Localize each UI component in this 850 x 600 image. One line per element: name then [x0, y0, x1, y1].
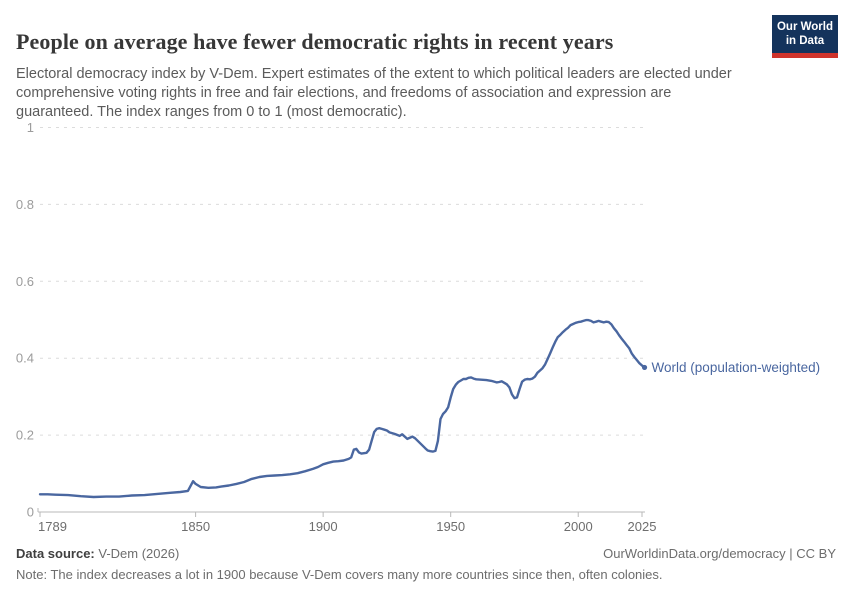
x-axis-tick-label: 1950 — [436, 519, 465, 534]
x-axis-tick-label: 1789 — [38, 519, 67, 534]
y-axis-tick-label: 0 — [27, 505, 34, 520]
x-axis-tick-label: 1900 — [309, 519, 338, 534]
series-end-dot — [641, 364, 648, 371]
owid-logo-line1: Our World — [776, 21, 833, 33]
note-value: The index decreases a lot in 1900 becaus… — [47, 567, 663, 582]
owid-logo-line2: in Data — [785, 34, 825, 47]
chart-footer: Data source: V-Dem (2026) OurWorldinData… — [16, 546, 836, 561]
owid-logo[interactable]: Our World in Data — [772, 15, 838, 59]
x-axis-tick-label: 1850 — [181, 519, 210, 534]
y-axis-tick-label: 0.8 — [16, 197, 34, 212]
series-label-world[interactable]: World (population-weighted) — [652, 360, 821, 375]
y-axis-tick-label: 0.2 — [16, 428, 34, 443]
y-axis-tick-label: 0.6 — [16, 274, 34, 289]
note-label: Note: — [16, 567, 48, 582]
series-line-world — [38, 318, 646, 499]
data-source: Data source: V-Dem (2026) — [16, 546, 179, 561]
y-axis-tick-label: 1 — [27, 120, 34, 135]
data-source-label: Data source: — [16, 546, 95, 561]
chart-note: Note: The index decreases a lot in 1900 … — [16, 567, 816, 582]
x-axis-tick-label: 2000 — [564, 519, 593, 534]
chart-title: People on average have fewer democratic … — [16, 28, 614, 54]
data-source-value: V-Dem (2026) — [94, 546, 180, 561]
chart-subtitle: Electoral democracy index by V-Dem. Expe… — [16, 65, 732, 121]
rights-link[interactable]: OurWorldinData.org/democracy | CC BY — [603, 546, 836, 561]
y-axis-tick-label: 0.4 — [16, 351, 34, 366]
x-axis-tick-label: 2025 — [628, 519, 657, 534]
